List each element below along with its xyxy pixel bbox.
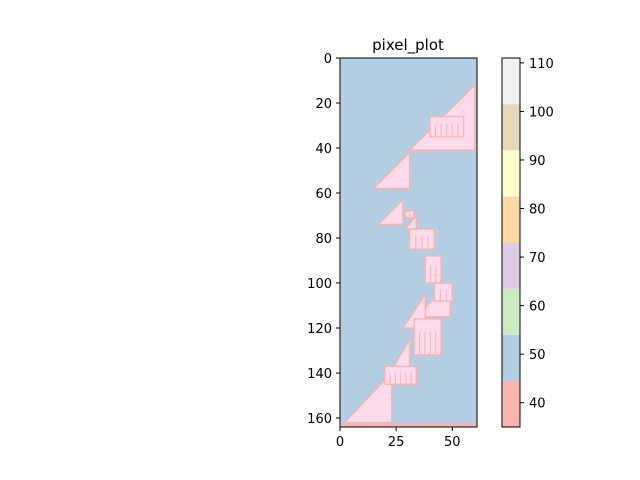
y-tick-label: 160 — [307, 412, 332, 427]
colorbar-band — [502, 380, 520, 427]
y-axis: 0 20 40 60 80 100 120 140 160 — [307, 52, 340, 427]
chart-title: pixel_plot — [372, 36, 444, 55]
x-axis: 0 25 50 — [336, 427, 461, 450]
heatmap-block — [413, 318, 442, 356]
colorbar-tick-label: 80 — [529, 203, 546, 218]
x-tick-label: 0 — [336, 435, 344, 450]
heatmap-triangle — [372, 150, 411, 190]
colorbar: 40 50 60 70 80 90 100 110 — [501, 57, 554, 428]
colorbar-tick-label: 90 — [529, 154, 546, 169]
y-tick-label: 80 — [315, 232, 332, 247]
colorbar-band — [502, 150, 520, 197]
y-tick-label: 40 — [315, 142, 332, 157]
colorbar-tick-label: 60 — [529, 300, 546, 315]
colorbar-band — [502, 288, 520, 335]
colorbar-band — [502, 58, 520, 105]
y-tick-label: 140 — [307, 367, 332, 382]
colorbar-tick-label: 70 — [529, 251, 546, 266]
colorbar-band — [502, 334, 520, 381]
y-tick-label: 0 — [324, 52, 332, 67]
colorbar-band — [502, 104, 520, 151]
heatmap-triangle — [376, 198, 404, 226]
y-tick-label: 120 — [307, 322, 332, 337]
colorbar-band — [502, 196, 520, 243]
y-tick-label: 20 — [315, 97, 332, 112]
heatmap-block — [424, 255, 442, 284]
x-tick-label: 25 — [388, 435, 405, 450]
heatmap-cells — [340, 83, 477, 427]
y-tick-label: 100 — [307, 277, 332, 292]
heatmap-block — [433, 282, 453, 302]
colorbar-frame — [501, 57, 521, 428]
colorbar-tick-label: 110 — [529, 57, 554, 72]
plot-frame — [339, 57, 478, 428]
colorbar-tick-label: 100 — [529, 105, 554, 120]
x-tick-label: 50 — [444, 435, 461, 450]
colorbar-tick-label: 40 — [529, 397, 546, 412]
colorbar-band — [502, 242, 520, 289]
plot-area — [339, 57, 478, 428]
heatmap-bottom-row — [340, 424, 477, 427]
colorbar-tick-label: 50 — [529, 348, 546, 363]
y-tick-label: 60 — [315, 187, 332, 202]
heatmap-triangle — [342, 371, 393, 424]
